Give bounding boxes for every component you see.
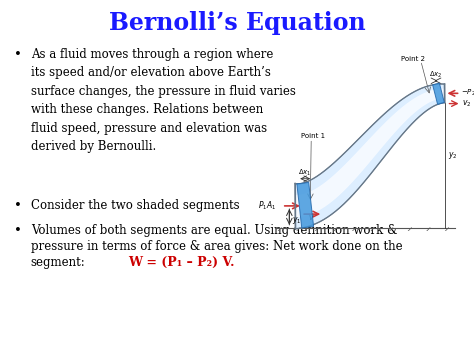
Text: $\Delta x_2$: $\Delta x_2$ <box>429 70 443 80</box>
Text: $v$: $v$ <box>308 213 315 222</box>
Text: pressure in terms of force & area gives: Net work done on the: pressure in terms of force & area gives:… <box>31 240 402 253</box>
Text: Point 1: Point 1 <box>301 133 325 140</box>
Text: $y_2$: $y_2$ <box>447 150 457 161</box>
Text: •: • <box>14 224 22 237</box>
Text: •: • <box>14 199 22 212</box>
Text: As a fluid moves through a region where
its speed and/or elevation above Earth’s: As a fluid moves through a region where … <box>31 48 296 153</box>
Text: $y_1$: $y_1$ <box>292 215 302 226</box>
Polygon shape <box>295 84 445 229</box>
Text: Volumes of both segments are equal. Using definition work &: Volumes of both segments are equal. Usin… <box>31 224 397 237</box>
Text: $-P_2A_2$: $-P_2A_2$ <box>462 88 474 98</box>
Text: $v_2$: $v_2$ <box>463 98 472 109</box>
Polygon shape <box>433 83 444 104</box>
Text: Bernolli’s Equation: Bernolli’s Equation <box>109 11 365 35</box>
Text: segment:: segment: <box>31 256 86 269</box>
Polygon shape <box>297 182 314 228</box>
Polygon shape <box>295 89 445 217</box>
Text: $\Delta x_1$: $\Delta x_1$ <box>299 168 312 178</box>
Text: Consider the two shaded segments: Consider the two shaded segments <box>31 199 239 212</box>
Text: $P_1A_1$: $P_1A_1$ <box>257 200 276 212</box>
Text: •: • <box>14 48 22 61</box>
Text: W = (P₁ – P₂) V.: W = (P₁ – P₂) V. <box>128 256 235 269</box>
Text: Point 2: Point 2 <box>401 55 425 61</box>
